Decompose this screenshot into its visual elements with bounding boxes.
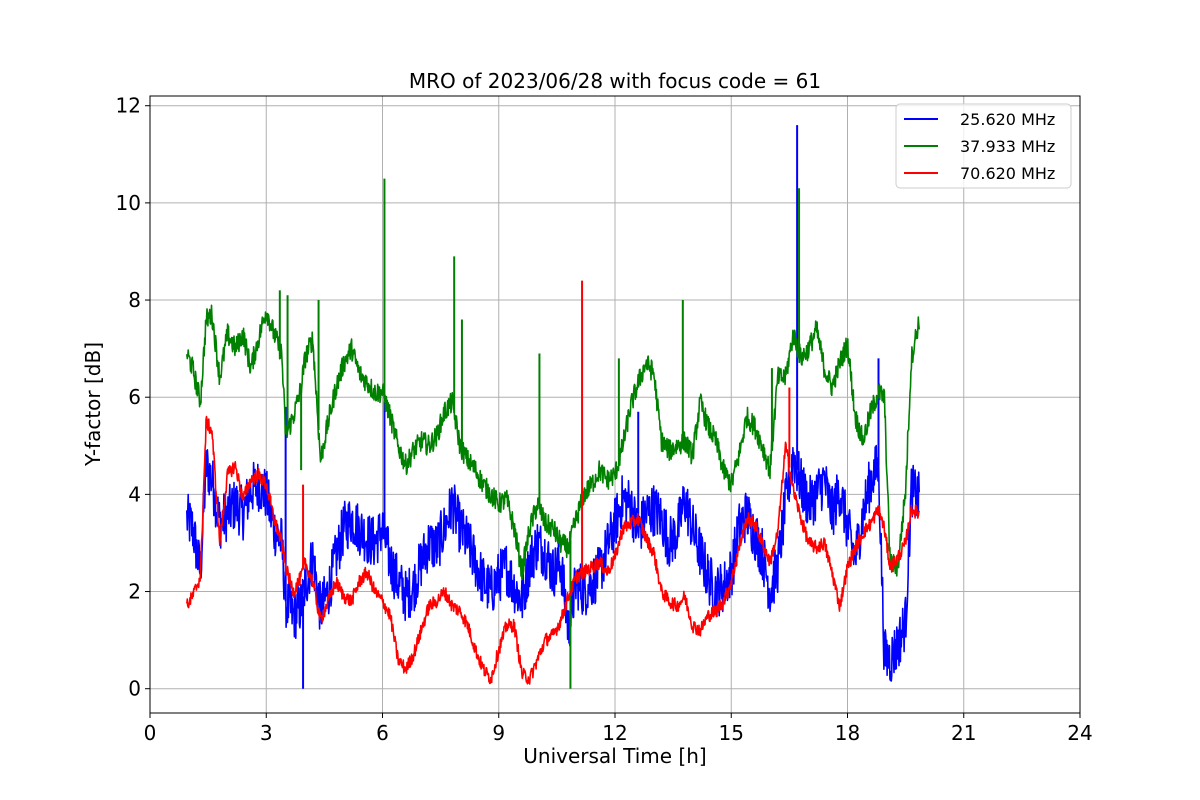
x-tick-label: 3	[260, 721, 273, 745]
x-tick-label: 9	[492, 721, 505, 745]
y-tick-label: 12	[116, 94, 141, 118]
y-tick-label: 4	[128, 482, 141, 506]
y-tick-label: 2	[128, 580, 141, 604]
legend-label: 37.933 MHz	[960, 137, 1055, 156]
x-tick-label: 15	[719, 721, 744, 745]
chart-title: MRO of 2023/06/28 with focus code = 61	[409, 69, 821, 93]
x-tick-label: 6	[376, 721, 389, 745]
series-line-2	[186, 415, 920, 685]
y-tick-label: 10	[116, 191, 141, 215]
legend-label: 70.620 MHz	[960, 164, 1055, 183]
legend: 25.620 MHz 37.933 MHz 70.620 MHz	[895, 103, 1072, 189]
y-tick-label: 8	[128, 288, 141, 312]
x-tick-label: 18	[835, 721, 860, 745]
x-tick-label: 24	[1067, 721, 1092, 745]
x-tick-label: 0	[144, 721, 157, 745]
legend-box	[895, 103, 1072, 189]
legend-label: 25.620 MHz	[960, 110, 1055, 129]
y-axis-label: Y-factor [dB]	[81, 342, 105, 467]
y-tick-label: 0	[128, 677, 141, 701]
x-axis-label: Universal Time [h]	[523, 744, 706, 768]
series-line-1	[186, 304, 920, 580]
x-tick-label: 21	[951, 721, 976, 745]
series-lines	[186, 125, 920, 689]
y-tick-label: 6	[128, 385, 141, 409]
x-tick-label: 12	[602, 721, 627, 745]
